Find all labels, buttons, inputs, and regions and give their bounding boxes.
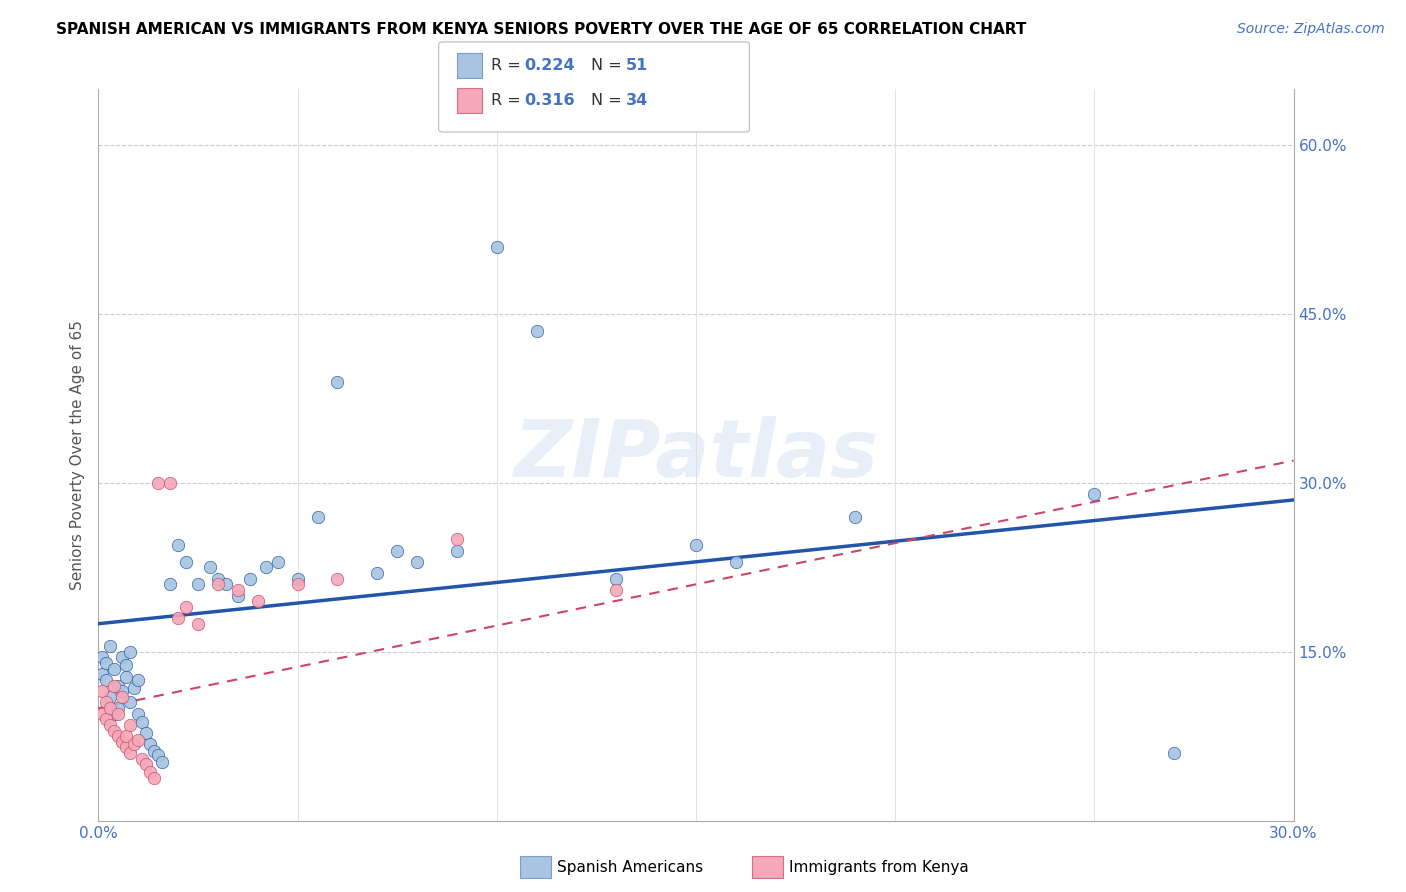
Point [131,714,153,729]
Point [148,476,170,491]
Text: 0.316: 0.316 [524,94,575,108]
Text: Source: ZipAtlas.com: Source: ZipAtlas.com [1237,22,1385,37]
Point [98,639,122,653]
Point [326,572,349,586]
Text: 0.224: 0.224 [524,58,575,72]
Text: 51: 51 [626,58,648,72]
Point [111,684,134,698]
Point [107,701,129,715]
Point [287,572,309,586]
Point [107,706,129,721]
Point [605,582,627,597]
Point [187,616,209,631]
Point [115,729,138,743]
Point [485,240,508,254]
Point [605,572,627,586]
Point [111,690,134,704]
Point [91,706,114,721]
Point [96,696,118,710]
Point [127,673,149,687]
Point [120,746,142,760]
Point [366,566,388,580]
Point [406,555,429,569]
Point [226,589,249,603]
Point [91,684,114,698]
Point [246,594,269,608]
Point [127,732,149,747]
Text: ZIPatlas: ZIPatlas [513,416,879,494]
Point [124,737,146,751]
Text: Immigrants from Kenya: Immigrants from Kenya [789,860,969,874]
Point [226,582,249,597]
Point [107,729,129,743]
Point [143,744,166,758]
Point [307,509,329,524]
Point [107,679,129,693]
Point [446,533,468,547]
Point [174,555,197,569]
Text: R =: R = [491,94,526,108]
Point [1083,487,1105,501]
Point [96,712,118,726]
Point [267,555,290,569]
Point [120,645,142,659]
Point [167,611,190,625]
Point [120,696,142,710]
Point [159,476,181,491]
Point [111,650,134,665]
Point [98,701,122,715]
Point [446,543,468,558]
Point [103,723,125,738]
Point [187,577,209,591]
Point [215,577,238,591]
Point [120,718,142,732]
Point [135,726,157,740]
Point [385,543,409,558]
Point [135,757,157,772]
Point [103,679,125,693]
Point [685,538,707,552]
Point [127,706,149,721]
Y-axis label: Seniors Poverty Over the Age of 65: Seniors Poverty Over the Age of 65 [70,320,86,590]
Point [124,681,146,695]
Point [174,599,197,614]
Text: R =: R = [491,58,526,72]
Point [98,718,122,732]
Point [844,509,866,524]
Point [131,752,153,766]
Point [103,662,125,676]
Point [254,560,277,574]
Point [167,538,190,552]
Point [239,572,262,586]
Text: SPANISH AMERICAN VS IMMIGRANTS FROM KENYA SENIORS POVERTY OVER THE AGE OF 65 COR: SPANISH AMERICAN VS IMMIGRANTS FROM KENY… [56,22,1026,37]
Point [1163,746,1185,760]
Text: 34: 34 [626,94,648,108]
Point [143,771,166,785]
Text: N =: N = [591,94,627,108]
Point [198,560,221,574]
Point [115,670,138,684]
Point [115,740,138,755]
Point [326,375,349,389]
Point [207,577,229,591]
Text: N =: N = [591,58,627,72]
Text: Spanish Americans: Spanish Americans [557,860,703,874]
Point [139,765,162,780]
Point [96,656,118,670]
Point [207,572,229,586]
Point [148,748,170,763]
Point [287,577,309,591]
Point [526,324,548,338]
Point [91,650,114,665]
Point [159,577,181,591]
Point [115,658,138,673]
Point [150,755,173,769]
Point [111,735,134,749]
Point [724,555,747,569]
Point [103,706,125,721]
Point [98,690,122,704]
Point [96,673,118,687]
Point [139,737,162,751]
Point [91,667,114,681]
